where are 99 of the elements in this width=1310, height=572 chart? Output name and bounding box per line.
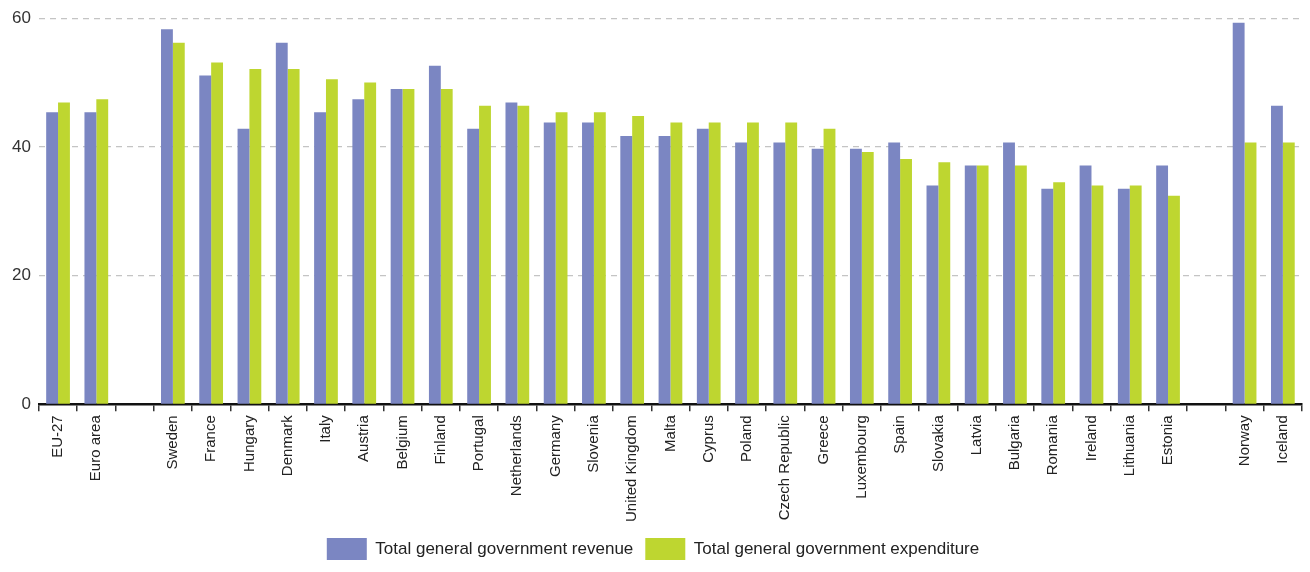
bar bbox=[1232, 22, 1245, 404]
bar bbox=[352, 99, 365, 404]
x-tick-label: Lithuania bbox=[1119, 414, 1137, 477]
bar bbox=[1014, 165, 1027, 404]
bar bbox=[287, 69, 300, 404]
bar bbox=[1053, 182, 1066, 404]
bar bbox=[1282, 142, 1295, 404]
bar bbox=[1168, 195, 1180, 404]
bar bbox=[275, 42, 288, 404]
x-tick-label: Netherlands bbox=[507, 415, 525, 497]
x-tick-label: Bulgaria bbox=[1005, 414, 1023, 471]
bar bbox=[1091, 185, 1104, 404]
bar bbox=[1244, 142, 1257, 404]
y-tick-label: 20 bbox=[11, 265, 31, 285]
bar bbox=[1041, 188, 1054, 404]
bar bbox=[390, 88, 403, 404]
x-tick-label: Latvia bbox=[966, 414, 984, 456]
bar bbox=[735, 142, 748, 404]
x-tick-label: Spain bbox=[890, 415, 908, 454]
bar bbox=[325, 79, 338, 404]
bar bbox=[849, 148, 862, 404]
legend-label: Total general government expenditure bbox=[693, 538, 980, 558]
bar bbox=[1156, 165, 1169, 404]
bar bbox=[58, 102, 70, 404]
bar bbox=[314, 112, 326, 404]
bar bbox=[199, 75, 212, 404]
x-tick-label: Italy bbox=[316, 414, 334, 443]
x-tick-label: Poland bbox=[737, 415, 755, 462]
x-tick-label: EU-27 bbox=[48, 415, 66, 458]
x-tick-label: Romania bbox=[1043, 414, 1061, 476]
x-tick-label: Portugal bbox=[469, 415, 487, 472]
bar bbox=[96, 99, 109, 404]
x-tick-label: Slovenia bbox=[584, 414, 602, 473]
bar bbox=[84, 112, 97, 404]
bar bbox=[211, 62, 224, 404]
bar bbox=[938, 162, 951, 404]
x-tick-label: Iceland bbox=[1273, 415, 1290, 464]
bar bbox=[479, 105, 491, 404]
x-tick-label: Belgium bbox=[392, 415, 410, 470]
bar bbox=[861, 152, 874, 404]
x-tick-label: Norway bbox=[1234, 414, 1252, 467]
bar bbox=[900, 159, 912, 404]
x-tick-label: Hungary bbox=[239, 414, 257, 472]
bar bbox=[1117, 188, 1130, 404]
x-tick-label: Cyprus bbox=[698, 415, 716, 463]
bar bbox=[172, 42, 185, 404]
bar bbox=[161, 29, 173, 404]
bar bbox=[237, 128, 250, 404]
bar bbox=[1271, 105, 1283, 404]
bar bbox=[1129, 185, 1142, 404]
x-tick-label: Austria bbox=[354, 414, 372, 462]
bar bbox=[620, 135, 633, 404]
y-tick-label: 40 bbox=[11, 136, 31, 156]
x-tick-label: United Kingdom bbox=[622, 415, 640, 523]
x-tick-label: Luxembourg bbox=[851, 415, 869, 499]
bar bbox=[555, 112, 568, 404]
bar bbox=[1003, 142, 1015, 404]
bar bbox=[402, 88, 415, 404]
x-tick-label: Estonia bbox=[1158, 414, 1176, 466]
bar bbox=[632, 116, 645, 404]
x-tick-label: Finland bbox=[430, 415, 448, 465]
bar bbox=[964, 165, 977, 404]
bar bbox=[582, 122, 594, 404]
bar bbox=[249, 69, 262, 404]
bar bbox=[467, 128, 480, 404]
x-tick-label: Euro area bbox=[86, 414, 104, 482]
x-tick-label: Sweden bbox=[163, 415, 181, 470]
bar bbox=[46, 112, 59, 404]
bar bbox=[364, 82, 377, 404]
bar bbox=[670, 122, 683, 404]
bar bbox=[440, 88, 453, 404]
bar bbox=[926, 185, 939, 404]
bar bbox=[428, 65, 441, 404]
x-tick-label: France bbox=[201, 415, 219, 462]
bar bbox=[593, 112, 606, 404]
y-tick-label: 0 bbox=[21, 393, 31, 413]
bar bbox=[517, 105, 530, 404]
x-tick-label: Ireland bbox=[1081, 415, 1099, 462]
y-tick-label: 60 bbox=[11, 7, 31, 27]
bar bbox=[976, 165, 989, 404]
bar bbox=[1079, 165, 1092, 404]
bar bbox=[785, 122, 798, 404]
x-tick-label: Czech Republic bbox=[775, 414, 793, 521]
bar bbox=[773, 142, 786, 404]
bar bbox=[811, 148, 824, 404]
x-tick-label: Denmark bbox=[277, 414, 295, 477]
bar bbox=[505, 102, 518, 404]
bar bbox=[708, 122, 721, 404]
bar bbox=[543, 122, 556, 404]
bar bbox=[747, 122, 759, 404]
bar bbox=[888, 142, 901, 404]
x-tick-label: Slovakia bbox=[928, 414, 946, 472]
x-tick-label: Germany bbox=[545, 414, 563, 477]
bar bbox=[823, 128, 836, 404]
x-tick-label: Greece bbox=[813, 415, 831, 465]
bar bbox=[658, 135, 671, 404]
legend-label: Total general government revenue bbox=[375, 538, 634, 558]
bar bbox=[696, 128, 709, 404]
x-tick-label: Malta bbox=[660, 414, 678, 452]
